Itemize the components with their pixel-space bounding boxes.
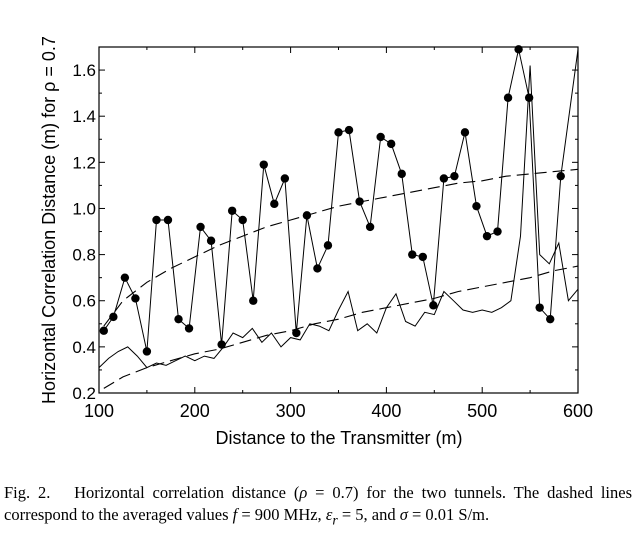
y-tick-label: 0.4 (72, 338, 96, 357)
series-1-point (376, 132, 385, 142)
series-layer (98, 45, 579, 389)
y-tick-label: 0.8 (72, 246, 96, 265)
series-1-point (120, 273, 130, 282)
series-1-point (99, 326, 108, 335)
x-axis-ticks: 100 200 300 400 500 600 (84, 47, 593, 421)
series-1-point (439, 174, 449, 183)
caption-epsilon: ε (325, 504, 333, 524)
series-1-point (238, 215, 247, 225)
caption-f: f (232, 504, 238, 524)
series-1-point (152, 215, 161, 225)
series-1-point (408, 250, 417, 259)
series-1-point (249, 296, 258, 305)
series-1-point (163, 215, 173, 225)
x-tick-label: 400 (371, 401, 401, 421)
caption-rho: ρ (299, 483, 308, 502)
series-1-point (493, 227, 502, 236)
series-1-point (344, 125, 354, 135)
caption-epsilon-sub: r (332, 511, 338, 527)
series-line-3 (103, 168, 579, 327)
caption-label: Fig. 2. (4, 483, 51, 502)
series-1-point (323, 241, 333, 250)
series-1-point (174, 314, 183, 324)
series-1-point (460, 128, 470, 137)
x-tick-label: 600 (563, 401, 593, 421)
caption-text-3: = 900 MHz, (237, 504, 326, 524)
series-1-point (535, 303, 544, 312)
y-axis-ticks: 0.2 0.4 0.6 0.8 1.0 1.2 1.4 1.6 (72, 46, 578, 403)
series-1-point (482, 231, 492, 241)
y-tick-label: 1.0 (72, 199, 96, 218)
y-tick-label: 1.6 (72, 61, 96, 80)
series-1-point (259, 160, 268, 169)
series-1-point (131, 294, 140, 303)
series-1-point (206, 236, 216, 245)
series-1-point (397, 169, 406, 179)
series-1-point (472, 201, 481, 211)
series-1-point (365, 222, 375, 232)
caption-text-5: = 0.01 S/m. (407, 504, 490, 524)
series-1-point (184, 324, 194, 333)
y-tick-label: 1.4 (72, 107, 96, 126)
caption-sigma: σ (399, 504, 408, 524)
y-tick-label: 1.2 (72, 153, 96, 172)
series-line-2 (98, 65, 579, 369)
series-1-point (196, 222, 205, 232)
series-1-point (450, 171, 459, 181)
series-1-point (313, 264, 322, 273)
figure-caption: Fig. 2. Horizontal correlation distance … (4, 482, 632, 530)
series-1-point (334, 128, 343, 137)
series-line-4 (103, 265, 579, 389)
series-1-point (109, 312, 118, 322)
series-1-point (503, 93, 513, 102)
series-1-point (280, 174, 290, 183)
series-1-point (546, 314, 555, 324)
x-tick-label: 200 (180, 401, 210, 421)
caption-text-2: = 0.7) for the two tunnels. The dashed l… (4, 483, 633, 524)
chart: 0.2 0.4 0.6 0.8 1.0 1.2 1.4 1.6 100 200 300 400 500… (39, 36, 593, 448)
x-tick-label: 100 (84, 401, 114, 421)
y-tick-label: 0.2 (72, 384, 96, 403)
series-1-point (514, 45, 523, 54)
x-axis-label: Distance to the Transmitter (m) (215, 428, 462, 448)
series-1-point (556, 171, 565, 181)
series-1-point (292, 328, 301, 338)
series-1-point (418, 252, 428, 262)
y-axis-label: Horizontal Correlation Distance (m) for … (39, 36, 59, 404)
series-1-point (227, 206, 237, 215)
caption-text-4: = 5, and (337, 504, 400, 524)
x-tick-label: 300 (276, 401, 306, 421)
series-1-point (429, 301, 438, 310)
x-tick-label: 500 (467, 401, 497, 421)
series-1-point (142, 347, 152, 356)
caption-text-1: Horizontal correlation distance ( (74, 483, 300, 502)
series-1-point (386, 139, 396, 149)
series-1-point (270, 199, 279, 209)
y-tick-label: 0.6 (72, 292, 96, 311)
